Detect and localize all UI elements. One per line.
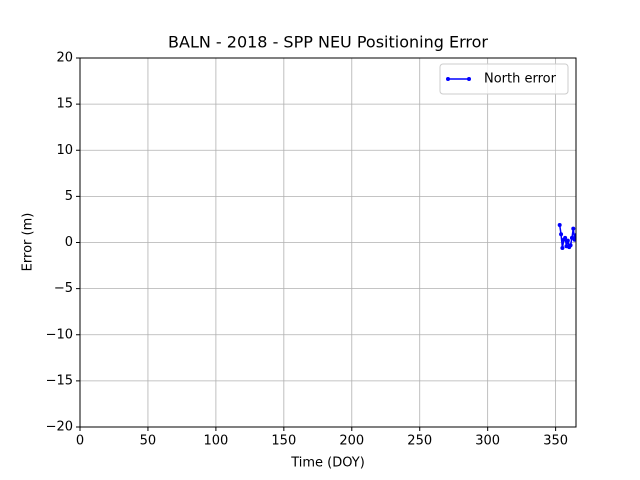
data-point <box>571 226 576 231</box>
data-point <box>572 237 576 242</box>
y-axis-label: Error (m) <box>21 213 36 272</box>
x-tick-label: 100 <box>203 434 228 449</box>
plot-area <box>557 222 576 251</box>
data-point <box>560 246 565 251</box>
data-point <box>565 238 570 243</box>
x-tick-label: 200 <box>339 434 364 449</box>
x-tick-label: 50 <box>140 434 157 449</box>
y-tick-label: −20 <box>46 420 73 435</box>
y-tick-label: 20 <box>56 51 73 66</box>
y-tick-label: −5 <box>54 281 73 296</box>
x-tick-label: 250 <box>407 434 432 449</box>
y-tick-label: 10 <box>56 143 73 158</box>
y-tick-label: 0 <box>65 235 73 250</box>
legend-marker <box>446 77 450 81</box>
legend-label: North error <box>484 72 557 87</box>
y-tick-label: −10 <box>46 327 73 342</box>
x-tick-label: 0 <box>76 434 84 449</box>
x-tick-label: 350 <box>543 434 568 449</box>
data-point <box>557 222 562 227</box>
y-tick-label: 15 <box>56 97 73 112</box>
legend: North error <box>439 63 569 95</box>
y-tick-label: 5 <box>65 189 73 204</box>
legend-marker <box>467 77 471 81</box>
data-point <box>559 232 564 237</box>
y-tick-label: −15 <box>46 373 73 388</box>
x-axis-label: Time (DOY) <box>290 456 365 471</box>
x-tick-label: 300 <box>475 434 500 449</box>
data-point <box>568 243 573 248</box>
ticks: 0 50 100 150 200 250 300 350 −20 −15 −10 −5 0 5 10 15 20 <box>46 51 568 449</box>
x-tick-label: 150 <box>271 434 296 449</box>
legend-box <box>439 63 569 95</box>
data-point <box>563 235 568 240</box>
chart-title: BALN - 2018 - SPP NEU Positioning Error <box>168 33 488 52</box>
